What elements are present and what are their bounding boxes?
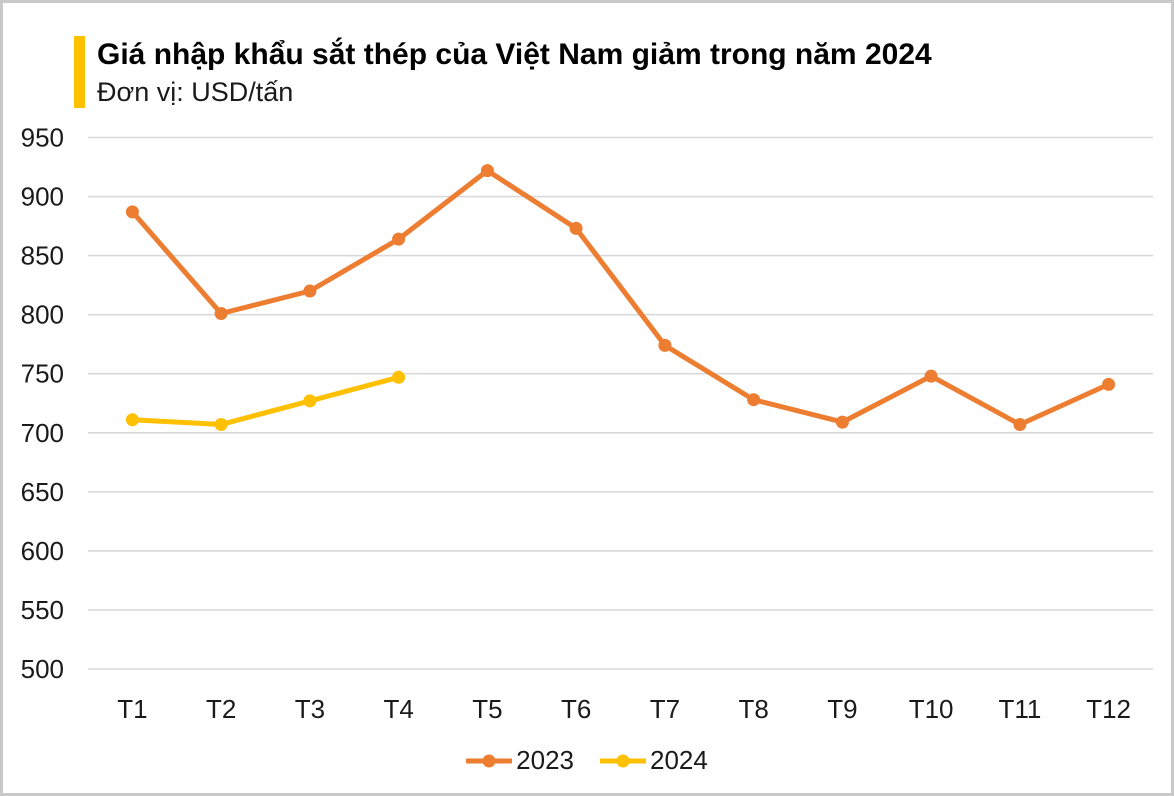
y-tick-label: 900	[21, 182, 64, 212]
x-tick-label: T2	[206, 694, 236, 724]
y-tick-label: 850	[21, 241, 64, 271]
data-point-2024	[392, 370, 406, 384]
y-tick-label: 750	[21, 359, 64, 389]
x-tick-label: T10	[909, 694, 954, 724]
data-point-2023	[392, 232, 406, 246]
x-tick-label: T7	[650, 694, 680, 724]
chart-unit-label: Đơn vị: USD/tấn	[97, 77, 294, 107]
legend-label-2024: 2024	[650, 745, 708, 775]
x-tick-label: T3	[295, 694, 325, 724]
data-point-2023	[569, 221, 583, 235]
data-point-2024	[303, 394, 317, 408]
x-tick-label: T4	[383, 694, 413, 724]
data-point-2024	[125, 413, 139, 427]
chart-title: Giá nhập khẩu sắt thép của Việt Nam giảm…	[97, 38, 932, 71]
x-tick-label: T11	[998, 694, 1041, 724]
y-tick-label: 700	[21, 418, 64, 448]
y-tick-label: 950	[21, 123, 64, 153]
y-tick-label: 500	[21, 654, 64, 684]
x-tick-label: T1	[117, 694, 147, 724]
data-point-2023	[924, 369, 938, 383]
x-tick-label: T8	[738, 694, 768, 724]
data-point-2023	[658, 338, 672, 352]
x-tick-label: T5	[472, 694, 502, 724]
series-line-2023	[129, 168, 1112, 427]
y-tick-label: 800	[21, 300, 64, 330]
data-point-2023	[214, 307, 228, 320]
data-point-2024	[214, 418, 228, 431]
chart-legend: 2023 2024	[3, 745, 1171, 776]
data-point-2023	[747, 393, 761, 407]
data-point-2023	[1102, 377, 1116, 391]
y-tick-label: 650	[21, 477, 64, 507]
legend-marker-2023	[466, 754, 513, 767]
legend-marker-2024	[600, 754, 646, 767]
data-point-2023	[303, 284, 317, 298]
data-point-2023	[1013, 418, 1027, 431]
y-tick-label: 550	[21, 595, 64, 625]
legend-label-2023: 2023	[516, 745, 574, 775]
chart-svg: 500 550 600 650 700 750 800 850 900 950 T1 T2 T3 T4 T5…	[21, 123, 1153, 724]
y-tick-label: 600	[21, 536, 64, 566]
x-tick-label: T12	[1086, 694, 1131, 724]
series-line-2024	[129, 374, 402, 427]
data-point-2023	[125, 205, 139, 219]
chart-header: Giá nhập khẩu sắt thép của Việt Nam giảm…	[74, 36, 932, 108]
legend-item-2023: 2023	[466, 745, 574, 776]
x-tick-label: T9	[827, 694, 857, 724]
data-point-2023	[835, 415, 849, 429]
data-point-2023	[480, 164, 494, 178]
x-tick-label: T6	[561, 694, 591, 724]
legend-item-2024: 2024	[600, 745, 708, 776]
